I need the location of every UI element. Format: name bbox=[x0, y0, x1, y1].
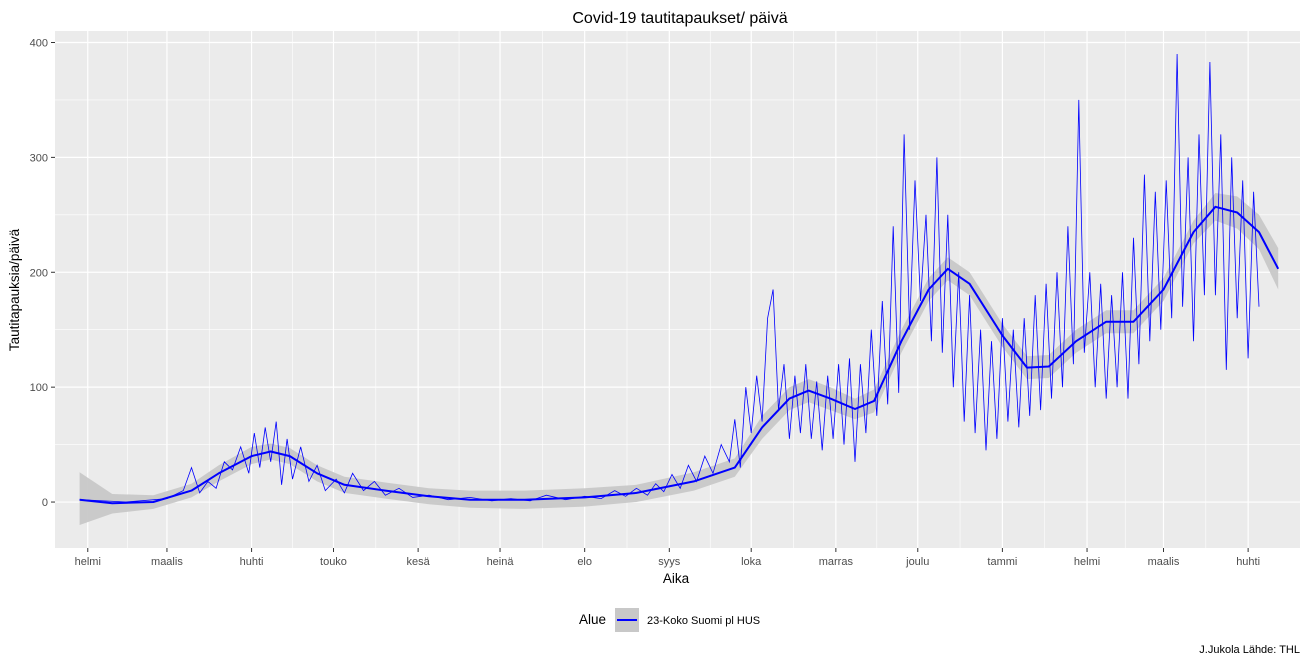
x-axis-label: Aika bbox=[663, 571, 690, 586]
x-tick-label: maalis bbox=[151, 556, 183, 568]
x-tick-label: joulu bbox=[905, 556, 929, 568]
series-line-smooth bbox=[79, 205, 1280, 505]
panel-background bbox=[55, 31, 1300, 548]
x-tick-label: huhti bbox=[240, 556, 264, 568]
y-axis-ticks: 0 100 200 300 400 bbox=[30, 37, 55, 509]
caption: J.Jukola Lähde: THL bbox=[1199, 644, 1300, 656]
legend: Alue 23-Koko Suomi pl HUS bbox=[579, 608, 760, 632]
x-tick-label: loka bbox=[741, 556, 762, 568]
x-tick-label: helmi bbox=[1074, 556, 1100, 568]
x-tick-label: syys bbox=[658, 556, 681, 568]
series-line-daily bbox=[79, 53, 1260, 503]
x-tick-label: huhti bbox=[1236, 556, 1260, 568]
y-tick-label: 400 bbox=[30, 37, 48, 49]
y-tick-label: 0 bbox=[42, 497, 48, 509]
x-tick-label: touko bbox=[320, 556, 347, 568]
x-tick-label: maalis bbox=[1148, 556, 1180, 568]
x-tick-label: helmi bbox=[75, 556, 101, 568]
x-tick-label: elo bbox=[577, 556, 592, 568]
legend-title: Alue bbox=[579, 612, 606, 627]
x-tick-label: heinä bbox=[487, 556, 515, 568]
x-tick-label: marras bbox=[819, 556, 854, 568]
x-axis-ticks: helmi maalis huhti touko kesä heinä elo syys lok… bbox=[75, 548, 1260, 568]
chart-title: Covid-19 tautitapaukset/ päivä bbox=[572, 10, 787, 27]
y-tick-label: 100 bbox=[30, 382, 48, 394]
y-tick-label: 300 bbox=[30, 152, 48, 164]
y-axis-label: Tautitapauksia/päivä bbox=[7, 228, 22, 351]
x-tick-label: tammi bbox=[987, 556, 1017, 568]
plot-panel bbox=[55, 31, 1300, 548]
legend-entry: 23-Koko Suomi pl HUS bbox=[647, 615, 760, 627]
x-tick-label: kesä bbox=[407, 556, 431, 568]
y-tick-label: 200 bbox=[30, 267, 48, 279]
